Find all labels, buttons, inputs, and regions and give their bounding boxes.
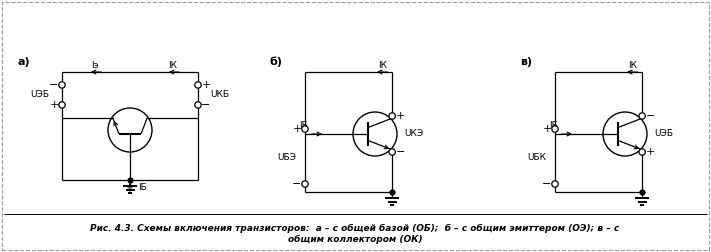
Text: UКЭ: UКЭ [405, 130, 424, 139]
Text: −: − [292, 179, 301, 189]
Text: −: − [542, 179, 552, 189]
Text: +: + [646, 147, 655, 157]
Circle shape [603, 112, 647, 156]
Text: IБ: IБ [138, 183, 146, 193]
Circle shape [353, 112, 397, 156]
Text: −: − [201, 100, 210, 110]
Circle shape [301, 181, 308, 187]
Circle shape [301, 126, 308, 132]
Text: UБЭ: UБЭ [277, 153, 296, 163]
Text: Рис. 4.3. Схемы включения транзисторов:  а – с общей базой (ОБ);  б – с общим эм: Рис. 4.3. Схемы включения транзисторов: … [90, 224, 619, 233]
Circle shape [639, 149, 646, 155]
Text: +: + [542, 124, 552, 134]
Text: IК: IК [169, 60, 178, 70]
Text: общим коллектором (ОК): общим коллектором (ОК) [288, 234, 422, 243]
Circle shape [195, 102, 201, 108]
Text: UБК: UБК [528, 153, 547, 163]
Text: IБ: IБ [549, 121, 557, 131]
Circle shape [59, 102, 65, 108]
Text: −: − [646, 111, 655, 121]
Circle shape [59, 82, 65, 88]
Text: а): а) [18, 57, 31, 67]
Text: UЭБ: UЭБ [655, 130, 673, 139]
Circle shape [552, 126, 558, 132]
Text: +: + [395, 111, 405, 121]
Circle shape [389, 113, 395, 119]
Text: IБ: IБ [299, 121, 307, 131]
Circle shape [552, 181, 558, 187]
Text: IК: IК [378, 60, 387, 70]
Text: IК: IК [628, 60, 636, 70]
Circle shape [195, 82, 201, 88]
Circle shape [108, 108, 152, 152]
Circle shape [389, 149, 395, 155]
Text: UКБ: UКБ [210, 90, 230, 100]
Text: UЭБ: UЭБ [31, 90, 50, 100]
Text: −: − [49, 80, 59, 90]
Text: +: + [49, 100, 59, 110]
Text: в): в) [520, 57, 532, 67]
Text: −: − [395, 147, 405, 157]
Text: +: + [292, 124, 301, 134]
Text: +: + [201, 80, 210, 90]
Circle shape [639, 113, 646, 119]
Text: Iэ: Iэ [91, 60, 99, 70]
Text: б): б) [270, 57, 283, 67]
